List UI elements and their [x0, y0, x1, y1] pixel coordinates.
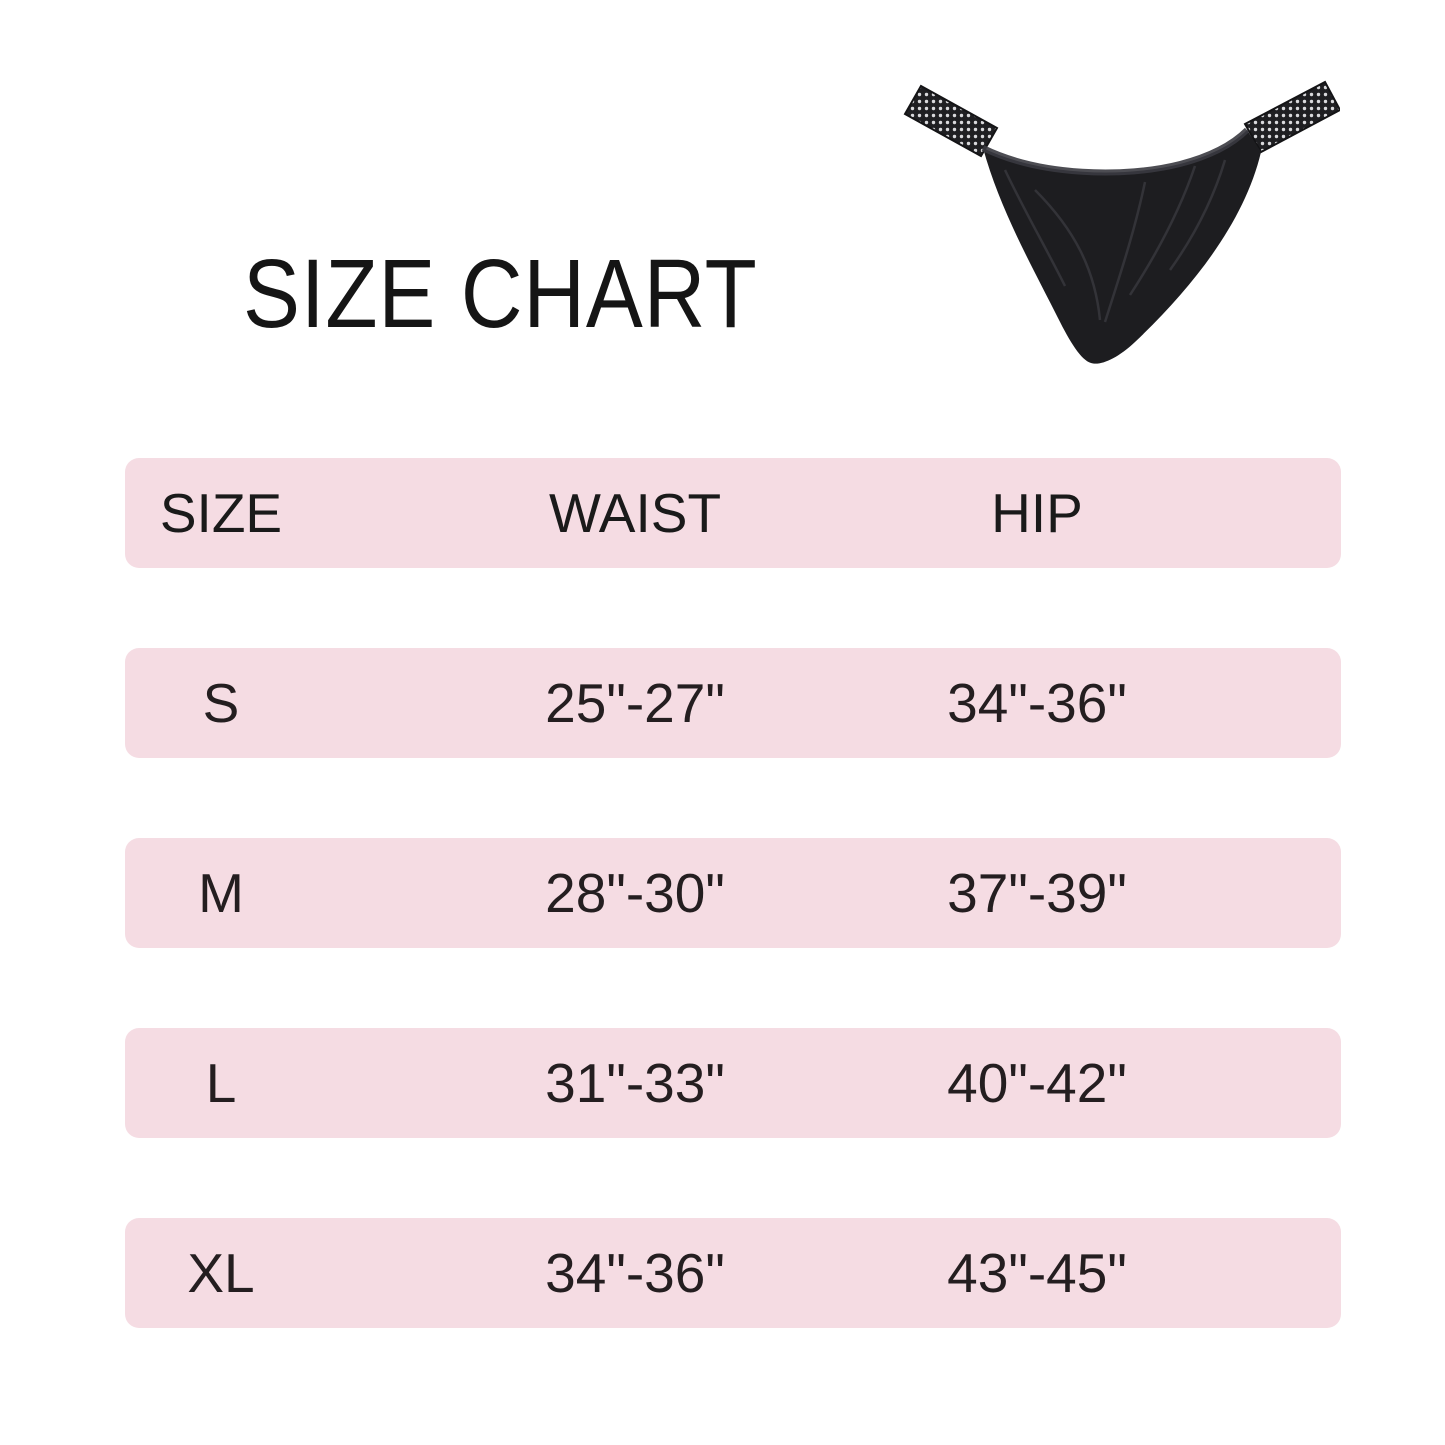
hip-value: 43"-45": [947, 1242, 1127, 1304]
rhinestone-strap-right-icon: [1243, 80, 1340, 154]
waistband-seam: [981, 127, 1250, 176]
table-row-m: M 28"-30" 37"-39": [125, 838, 1341, 948]
table-row-l: L 31"-33" 40"-42": [125, 1028, 1341, 1138]
page-title: SIZE CHART: [243, 239, 758, 348]
table-row-s: S 25"-27" 34"-36": [125, 648, 1341, 758]
waist-value: 28"-30": [545, 862, 725, 924]
table-row-xl: XL 34"-36" 43"-45": [125, 1218, 1341, 1328]
size-value: M: [198, 862, 244, 924]
waist-value: 31"-33": [545, 1052, 725, 1114]
hip-value: 40"-42": [947, 1052, 1127, 1114]
hip-value: 34"-36": [947, 672, 1127, 734]
fabric-wrinkles: [1003, 159, 1227, 323]
product-photo-thong: [903, 80, 1340, 364]
waist-value: 34"-36": [545, 1242, 725, 1304]
size-value: XL: [187, 1242, 255, 1304]
col-header-waist: WAIST: [548, 482, 722, 544]
size-value: L: [205, 1052, 237, 1114]
rhinestone-strap-left-icon: [903, 84, 999, 158]
size-value: S: [202, 672, 240, 734]
col-header-size: SIZE: [159, 482, 283, 544]
col-header-hip: HIP: [991, 482, 1083, 544]
hip-value: 37"-39": [947, 862, 1127, 924]
panty-body: [981, 127, 1261, 364]
size-table: SIZE WAIST HIP S 25"-27" 34"-36" M 28"-3…: [125, 458, 1341, 1328]
waist-value: 25"-27": [545, 672, 725, 734]
table-header-row: SIZE WAIST HIP: [125, 458, 1341, 568]
